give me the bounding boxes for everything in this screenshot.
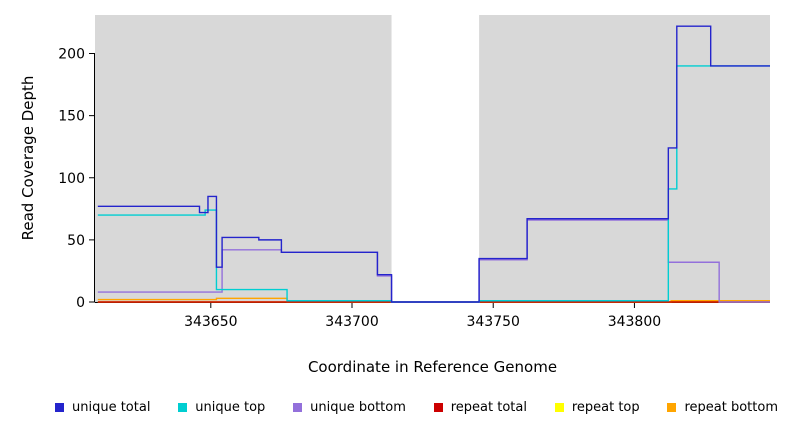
x-tick-label: 343700: [325, 314, 378, 330]
repeat-top-swatch-icon: [554, 403, 564, 412]
unique-bottom-swatch-icon: [293, 403, 303, 412]
y-tick-label: 100: [58, 171, 85, 187]
legend-label: unique top: [195, 400, 266, 415]
legend-label: repeat bottom: [684, 400, 778, 415]
coverage-plot: 343650 343700 343750 343800 0 50 100 150 200: [58, 15, 770, 330]
y-tick-label: 200: [58, 47, 85, 63]
y-tick-label: 150: [58, 109, 85, 125]
legend-item-repeat-bottom: repeat bottom: [667, 400, 778, 415]
legend-label: unique bottom: [310, 400, 406, 415]
legend-item-unique-top: unique top: [178, 400, 265, 415]
legend-item-unique-total: unique total: [55, 400, 150, 415]
legend-label: repeat top: [571, 400, 640, 415]
x-tick-label: 343750: [466, 314, 519, 330]
shaded-region: [95, 15, 392, 302]
y-tick-label: 50: [67, 233, 85, 249]
legend-label: repeat total: [450, 400, 527, 415]
x-tick-label: 343800: [608, 314, 661, 330]
unique-top-swatch-icon: [178, 403, 188, 412]
legend-label: unique total: [72, 400, 151, 415]
legend-item-repeat-top: repeat top: [554, 400, 640, 415]
legend: unique total unique top unique bottom re…: [55, 400, 778, 415]
unique-total-swatch-icon: [55, 403, 64, 412]
repeat-bottom-swatch-icon: [667, 403, 677, 412]
series-unique-total: [97, 25, 770, 303]
x-tick-label: 343650: [184, 314, 237, 330]
legend-item-repeat-total: repeat total: [433, 400, 527, 415]
legend-item-unique-bottom: unique bottom: [293, 400, 406, 415]
repeat-total-swatch-icon: [433, 403, 443, 412]
y-tick-label: 0: [76, 295, 85, 311]
x-axis-title: Coordinate in Reference Genome: [307, 358, 558, 376]
